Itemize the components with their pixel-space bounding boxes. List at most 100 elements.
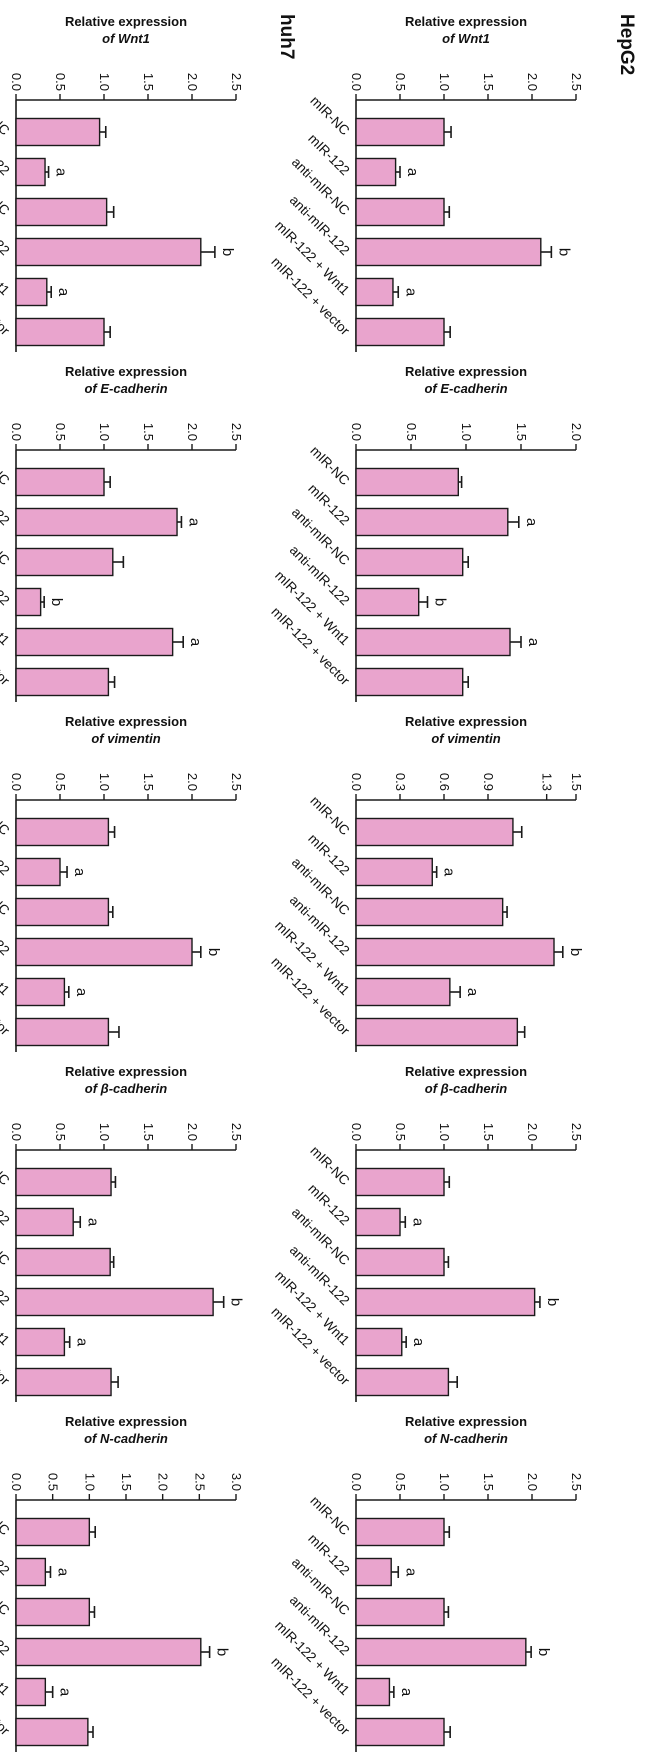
- y-tick-label: 1.5: [141, 73, 156, 91]
- y-tick-label: 2.0: [525, 1473, 540, 1491]
- y-tick-label: 0.5: [393, 1123, 408, 1141]
- significance-label: b: [214, 1648, 231, 1656]
- y-tick-label: 0.0: [9, 773, 24, 791]
- category-label: mIR-NC: [0, 443, 13, 488]
- y-tick-label: 2.0: [156, 1473, 171, 1491]
- row-label-hepg2: HepG2: [616, 14, 637, 75]
- y-tick-label: 0.5: [53, 423, 68, 441]
- figure-flip-frame: HepG2 huh7 Relative expression of Wnt1 0.0 0.…: [0, 14, 651, 1762]
- y-tick-label: 2.5: [569, 1473, 584, 1491]
- y-tick-label: 2.0: [525, 1123, 540, 1141]
- y-tick-label: 2.0: [525, 73, 540, 91]
- y-axis-label-gene: of N-cadherin: [424, 1431, 508, 1446]
- significance-label: a: [185, 518, 202, 527]
- bar: [15, 587, 42, 617]
- y-tick-label: 1.0: [97, 1123, 112, 1141]
- significance-label: a: [84, 1218, 101, 1227]
- significance-label: a: [187, 638, 204, 647]
- bar: [355, 977, 451, 1007]
- bar: [355, 237, 542, 267]
- significance-label: a: [523, 518, 540, 527]
- y-tick-label: 1.5: [481, 1123, 496, 1141]
- bar: [355, 1167, 445, 1197]
- y-tick-label: 2.5: [569, 1123, 584, 1141]
- significance-label: a: [402, 1568, 419, 1577]
- category-label: mIR-NC: [0, 93, 13, 138]
- bar: [355, 197, 445, 227]
- bar: [355, 1287, 536, 1317]
- y-tick-label: 1.0: [97, 773, 112, 791]
- y-tick-label: 0.0: [9, 423, 24, 441]
- significance-label: a: [54, 1568, 71, 1577]
- bar: [15, 857, 61, 887]
- bar: [15, 1207, 74, 1237]
- bar: [15, 197, 108, 227]
- y-tick-label: 0.5: [53, 773, 68, 791]
- significance-label: b: [555, 248, 572, 256]
- y-tick-label: 2.5: [229, 1123, 244, 1141]
- bar: [355, 817, 514, 847]
- significance-label: a: [404, 168, 421, 177]
- significance-label: b: [432, 598, 449, 606]
- y-axis-label-gene: of Wnt1: [442, 31, 490, 46]
- y-tick-label: 0.5: [53, 73, 68, 91]
- bar: [15, 1017, 110, 1047]
- bar: [15, 1717, 89, 1747]
- bar: [15, 817, 110, 847]
- y-tick-label: 2.5: [229, 423, 244, 441]
- y-tick-label: 2.5: [229, 773, 244, 791]
- bar: [15, 507, 178, 537]
- bar: [15, 1287, 214, 1317]
- bar: [15, 1637, 202, 1667]
- significance-label: b: [567, 948, 584, 956]
- y-tick-label: 1.5: [481, 73, 496, 91]
- bar: [355, 157, 397, 187]
- y-axis-label: Relative expression: [405, 714, 527, 729]
- bar: [15, 1517, 91, 1547]
- significance-label: b: [48, 598, 65, 606]
- y-tick-label: 1.0: [97, 423, 112, 441]
- bar: [15, 117, 101, 147]
- y-tick-label: 0.0: [349, 1123, 364, 1141]
- y-tick-label: 2.0: [185, 73, 200, 91]
- y-tick-label: 1.0: [97, 73, 112, 91]
- y-tick-label: 1.5: [481, 1473, 496, 1491]
- significance-label: b: [535, 1648, 552, 1656]
- y-axis-label-gene: of E-cadherin: [84, 381, 167, 396]
- bar: [15, 937, 193, 967]
- y-axis-label: Relative expression: [65, 364, 187, 379]
- bar: [355, 1637, 527, 1667]
- y-axis-label: Relative expression: [65, 1064, 187, 1079]
- bar: [355, 1517, 445, 1547]
- y-axis-label-gene: of vimentin: [91, 731, 160, 746]
- y-tick-label: 2.0: [185, 773, 200, 791]
- bar: [355, 627, 511, 657]
- bar: [15, 897, 110, 927]
- bar: [355, 1367, 450, 1397]
- y-axis-label: Relative expression: [405, 1064, 527, 1079]
- y-tick-label: 1.5: [569, 773, 584, 791]
- y-tick-label: 1.5: [141, 423, 156, 441]
- y-tick-label: 1.5: [119, 1473, 134, 1491]
- bar: [15, 1327, 66, 1357]
- y-axis-label-gene: of N-cadherin: [84, 1431, 168, 1446]
- y-tick-label: 0.5: [46, 1473, 61, 1491]
- bar: [15, 977, 66, 1007]
- y-tick-label: 2.5: [229, 73, 244, 91]
- bar: [15, 1367, 112, 1397]
- y-tick-label: 1.5: [514, 423, 529, 441]
- y-tick-label: 2.0: [185, 1123, 200, 1141]
- y-tick-label: 0.0: [349, 773, 364, 791]
- significance-label: a: [398, 1688, 415, 1697]
- significance-label: a: [71, 868, 88, 877]
- category-label: mIR-NC: [0, 1143, 13, 1188]
- significance-label: a: [53, 168, 70, 177]
- significance-label: a: [464, 988, 481, 997]
- bar: [355, 897, 504, 927]
- y-axis-label-gene: of β-cadherin: [425, 1081, 508, 1096]
- significance-label: a: [525, 638, 542, 647]
- bar: [355, 857, 433, 887]
- y-tick-label: 2.0: [185, 423, 200, 441]
- y-tick-label: 1.3: [540, 773, 555, 791]
